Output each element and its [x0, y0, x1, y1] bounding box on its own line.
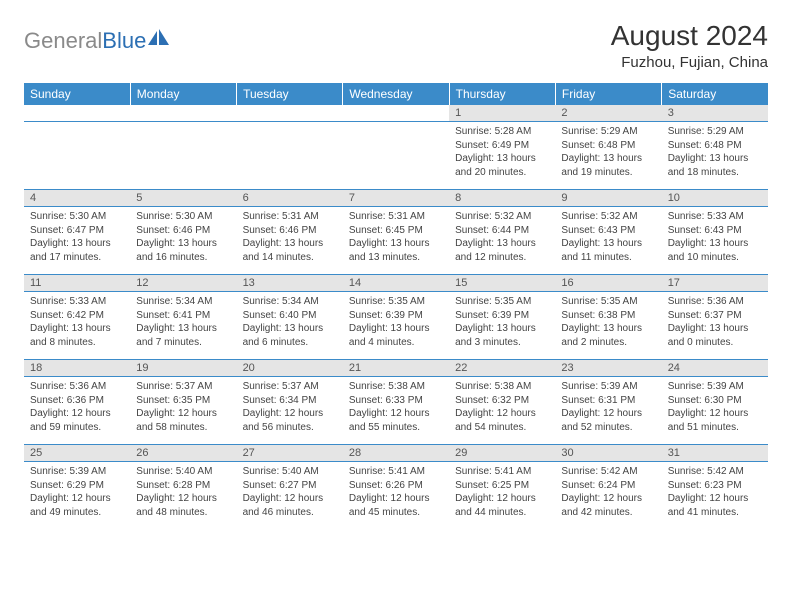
day-number: 18 [24, 360, 130, 377]
day-cell: Sunrise: 5:30 AM Sunset: 6:47 PM Dayligh… [24, 207, 130, 275]
day-cell: Sunrise: 5:31 AM Sunset: 6:46 PM Dayligh… [237, 207, 343, 275]
day-cell: Sunrise: 5:38 AM Sunset: 6:33 PM Dayligh… [343, 377, 449, 445]
day-cell: Sunrise: 5:37 AM Sunset: 6:34 PM Dayligh… [237, 377, 343, 445]
logo-word-b: Blue [102, 28, 146, 53]
day-number: 16 [555, 275, 661, 292]
day-content-row: Sunrise: 5:33 AM Sunset: 6:42 PM Dayligh… [24, 292, 768, 360]
calendar-table: Sunday Monday Tuesday Wednesday Thursday… [24, 83, 768, 530]
day-number-row: 18192021222324 [24, 360, 768, 377]
day-number: 31 [662, 445, 768, 462]
weekday-header: Friday [555, 83, 661, 105]
day-content-row: Sunrise: 5:28 AM Sunset: 6:49 PM Dayligh… [24, 122, 768, 190]
day-number: 22 [449, 360, 555, 377]
day-number: 2 [555, 105, 661, 122]
day-number: 4 [24, 190, 130, 207]
day-number: 29 [449, 445, 555, 462]
day-number: 20 [237, 360, 343, 377]
day-cell [343, 122, 449, 190]
logo-word-a: General [24, 28, 102, 53]
day-number [24, 105, 130, 122]
logo: GeneralBlue [24, 28, 170, 54]
day-number: 24 [662, 360, 768, 377]
day-number [130, 105, 236, 122]
day-cell [130, 122, 236, 190]
day-cell [24, 122, 130, 190]
sail-icon [148, 29, 170, 50]
day-content-row: Sunrise: 5:36 AM Sunset: 6:36 PM Dayligh… [24, 377, 768, 445]
day-number: 25 [24, 445, 130, 462]
month-title: August 2024 [611, 20, 768, 52]
day-number: 13 [237, 275, 343, 292]
day-cell: Sunrise: 5:42 AM Sunset: 6:24 PM Dayligh… [555, 462, 661, 530]
day-cell: Sunrise: 5:38 AM Sunset: 6:32 PM Dayligh… [449, 377, 555, 445]
day-number-row: 11121314151617 [24, 275, 768, 292]
day-cell: Sunrise: 5:34 AM Sunset: 6:40 PM Dayligh… [237, 292, 343, 360]
day-cell: Sunrise: 5:30 AM Sunset: 6:46 PM Dayligh… [130, 207, 236, 275]
weekday-header: Thursday [449, 83, 555, 105]
day-number: 5 [130, 190, 236, 207]
day-cell: Sunrise: 5:37 AM Sunset: 6:35 PM Dayligh… [130, 377, 236, 445]
weekday-header: Saturday [662, 83, 768, 105]
day-cell: Sunrise: 5:36 AM Sunset: 6:36 PM Dayligh… [24, 377, 130, 445]
day-cell: Sunrise: 5:29 AM Sunset: 6:48 PM Dayligh… [662, 122, 768, 190]
day-number: 26 [130, 445, 236, 462]
day-cell: Sunrise: 5:36 AM Sunset: 6:37 PM Dayligh… [662, 292, 768, 360]
day-cell: Sunrise: 5:39 AM Sunset: 6:29 PM Dayligh… [24, 462, 130, 530]
day-cell: Sunrise: 5:34 AM Sunset: 6:41 PM Dayligh… [130, 292, 236, 360]
title-block: August 2024 Fuzhou, Fujian, China [611, 20, 768, 71]
day-cell: Sunrise: 5:41 AM Sunset: 6:25 PM Dayligh… [449, 462, 555, 530]
weekday-header: Sunday [24, 83, 130, 105]
day-number-row: 123 [24, 105, 768, 122]
day-number: 23 [555, 360, 661, 377]
weekday-header: Wednesday [343, 83, 449, 105]
day-number: 1 [449, 105, 555, 122]
day-content-row: Sunrise: 5:39 AM Sunset: 6:29 PM Dayligh… [24, 462, 768, 530]
day-cell: Sunrise: 5:28 AM Sunset: 6:49 PM Dayligh… [449, 122, 555, 190]
day-number-row: 25262728293031 [24, 445, 768, 462]
day-cell: Sunrise: 5:35 AM Sunset: 6:39 PM Dayligh… [343, 292, 449, 360]
day-number: 17 [662, 275, 768, 292]
day-number: 3 [662, 105, 768, 122]
day-cell: Sunrise: 5:41 AM Sunset: 6:26 PM Dayligh… [343, 462, 449, 530]
day-number: 10 [662, 190, 768, 207]
day-number: 11 [24, 275, 130, 292]
day-number: 14 [343, 275, 449, 292]
day-cell: Sunrise: 5:35 AM Sunset: 6:39 PM Dayligh… [449, 292, 555, 360]
calendar-body: 123Sunrise: 5:28 AM Sunset: 6:49 PM Dayl… [24, 105, 768, 530]
day-cell: Sunrise: 5:33 AM Sunset: 6:43 PM Dayligh… [662, 207, 768, 275]
day-number [237, 105, 343, 122]
day-cell: Sunrise: 5:32 AM Sunset: 6:43 PM Dayligh… [555, 207, 661, 275]
day-number: 8 [449, 190, 555, 207]
day-number: 15 [449, 275, 555, 292]
day-cell: Sunrise: 5:40 AM Sunset: 6:28 PM Dayligh… [130, 462, 236, 530]
day-cell: Sunrise: 5:39 AM Sunset: 6:31 PM Dayligh… [555, 377, 661, 445]
day-cell [237, 122, 343, 190]
weekday-header: Tuesday [237, 83, 343, 105]
day-number: 27 [237, 445, 343, 462]
day-cell: Sunrise: 5:31 AM Sunset: 6:45 PM Dayligh… [343, 207, 449, 275]
day-cell: Sunrise: 5:32 AM Sunset: 6:44 PM Dayligh… [449, 207, 555, 275]
day-content-row: Sunrise: 5:30 AM Sunset: 6:47 PM Dayligh… [24, 207, 768, 275]
day-cell: Sunrise: 5:42 AM Sunset: 6:23 PM Dayligh… [662, 462, 768, 530]
weekday-header-row: Sunday Monday Tuesday Wednesday Thursday… [24, 83, 768, 105]
day-number [343, 105, 449, 122]
day-cell: Sunrise: 5:35 AM Sunset: 6:38 PM Dayligh… [555, 292, 661, 360]
logo-text: GeneralBlue [24, 28, 146, 54]
day-number: 30 [555, 445, 661, 462]
day-number: 7 [343, 190, 449, 207]
day-cell: Sunrise: 5:33 AM Sunset: 6:42 PM Dayligh… [24, 292, 130, 360]
day-cell: Sunrise: 5:39 AM Sunset: 6:30 PM Dayligh… [662, 377, 768, 445]
location: Fuzhou, Fujian, China [611, 54, 768, 71]
header: GeneralBlue August 2024 Fuzhou, Fujian, … [24, 20, 768, 71]
day-number: 19 [130, 360, 236, 377]
day-number: 12 [130, 275, 236, 292]
day-number-row: 45678910 [24, 190, 768, 207]
day-cell: Sunrise: 5:40 AM Sunset: 6:27 PM Dayligh… [237, 462, 343, 530]
weekday-header: Monday [130, 83, 236, 105]
day-number: 9 [555, 190, 661, 207]
day-number: 6 [237, 190, 343, 207]
day-number: 21 [343, 360, 449, 377]
day-cell: Sunrise: 5:29 AM Sunset: 6:48 PM Dayligh… [555, 122, 661, 190]
day-number: 28 [343, 445, 449, 462]
